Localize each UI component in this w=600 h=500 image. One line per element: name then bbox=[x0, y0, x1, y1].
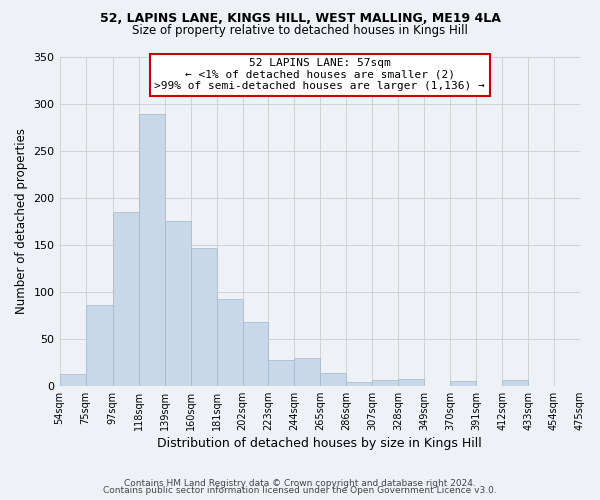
Bar bbox=[59, 374, 86, 386]
Bar bbox=[139, 114, 164, 386]
X-axis label: Distribution of detached houses by size in Kings Hill: Distribution of detached houses by size … bbox=[157, 437, 482, 450]
Bar bbox=[191, 248, 217, 386]
Bar bbox=[113, 212, 139, 386]
Bar bbox=[346, 382, 373, 386]
Bar bbox=[86, 305, 113, 386]
Text: Contains HM Land Registry data © Crown copyright and database right 2024.: Contains HM Land Registry data © Crown c… bbox=[124, 478, 476, 488]
Text: Size of property relative to detached houses in Kings Hill: Size of property relative to detached ho… bbox=[132, 24, 468, 37]
Bar bbox=[164, 221, 191, 386]
Text: 52, LAPINS LANE, KINGS HILL, WEST MALLING, ME19 4LA: 52, LAPINS LANE, KINGS HILL, WEST MALLIN… bbox=[100, 12, 500, 26]
Bar bbox=[398, 379, 424, 386]
Bar bbox=[268, 360, 295, 386]
Text: Contains public sector information licensed under the Open Government Licence v3: Contains public sector information licen… bbox=[103, 486, 497, 495]
Bar bbox=[502, 380, 528, 386]
Bar bbox=[242, 322, 268, 386]
Bar bbox=[373, 380, 398, 386]
Bar bbox=[320, 372, 346, 386]
Bar bbox=[450, 381, 476, 386]
Y-axis label: Number of detached properties: Number of detached properties bbox=[15, 128, 28, 314]
Bar bbox=[217, 300, 242, 386]
Text: 52 LAPINS LANE: 57sqm
← <1% of detached houses are smaller (2)
>99% of semi-deta: 52 LAPINS LANE: 57sqm ← <1% of detached … bbox=[154, 58, 485, 92]
Bar bbox=[295, 358, 320, 386]
